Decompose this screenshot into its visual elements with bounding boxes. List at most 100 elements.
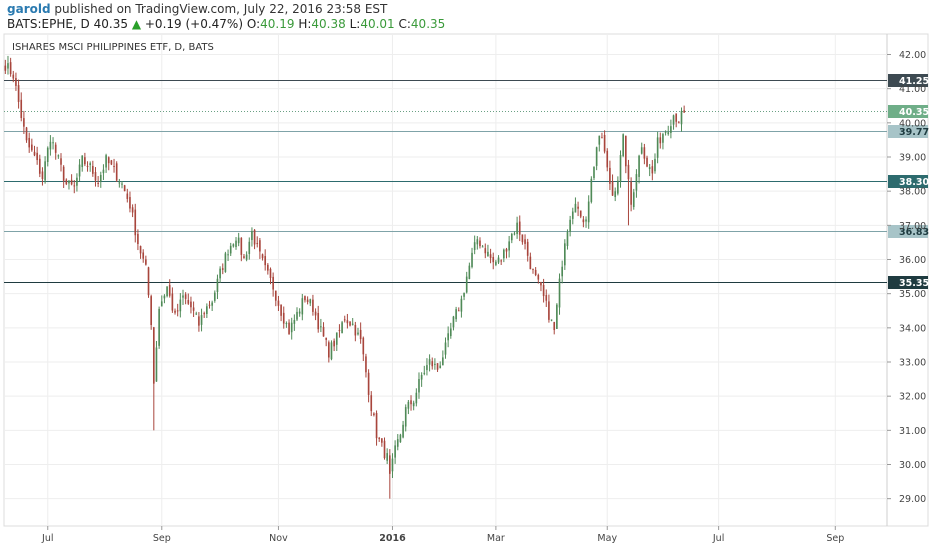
candle-body[interactable] xyxy=(659,137,662,144)
candle-body[interactable] xyxy=(184,294,187,299)
candle-body[interactable] xyxy=(171,293,174,311)
candle-body[interactable] xyxy=(107,157,110,164)
candle-body[interactable] xyxy=(614,191,617,198)
candle-body[interactable] xyxy=(365,356,367,373)
candle-body[interactable] xyxy=(81,155,84,168)
candle-body[interactable] xyxy=(489,254,492,259)
candle-body[interactable] xyxy=(648,167,651,170)
candle-body[interactable] xyxy=(232,244,235,247)
candle-body[interactable] xyxy=(386,453,388,461)
candle-body[interactable] xyxy=(190,301,192,308)
candle-body[interactable] xyxy=(349,321,351,326)
candle-body[interactable] xyxy=(381,438,383,443)
candle-body[interactable] xyxy=(606,150,609,168)
candle-body[interactable] xyxy=(370,395,373,412)
candle-body[interactable] xyxy=(269,268,272,279)
candle-body[interactable] xyxy=(593,166,595,178)
candle-body[interactable] xyxy=(550,319,553,321)
candle-body[interactable] xyxy=(566,232,569,247)
candle-body[interactable] xyxy=(259,240,261,252)
candle-body[interactable] xyxy=(667,132,670,135)
candle-body[interactable] xyxy=(484,248,487,254)
candle-body[interactable] xyxy=(513,233,516,235)
candle-body[interactable] xyxy=(28,137,31,148)
candle-body[interactable] xyxy=(662,134,664,143)
candle-body[interactable] xyxy=(4,65,7,71)
candle-body[interactable] xyxy=(272,276,274,290)
candle-body[interactable] xyxy=(187,299,190,304)
candle-body[interactable] xyxy=(216,278,219,292)
candle-body[interactable] xyxy=(338,329,341,331)
candle-body[interactable] xyxy=(598,135,601,145)
candle-body[interactable] xyxy=(31,144,33,151)
candle-body[interactable] xyxy=(351,323,354,325)
candle-body[interactable] xyxy=(574,203,577,213)
candle-body[interactable] xyxy=(463,292,465,297)
candle-body[interactable] xyxy=(224,253,227,272)
candle-body[interactable] xyxy=(251,231,253,241)
candle-body[interactable] xyxy=(243,256,245,258)
candle-body[interactable] xyxy=(426,365,428,371)
candle-body[interactable] xyxy=(632,192,635,207)
candle-body[interactable] xyxy=(274,290,277,301)
candle-body[interactable] xyxy=(163,295,166,299)
candle-body[interactable] xyxy=(105,155,107,168)
candle-body[interactable] xyxy=(168,284,171,296)
candle-body[interactable] xyxy=(447,333,449,341)
candle-body[interactable] xyxy=(115,163,118,181)
candle-body[interactable] xyxy=(245,254,248,260)
candle-body[interactable] xyxy=(155,347,158,382)
candle-body[interactable] xyxy=(139,246,142,254)
candle-body[interactable] xyxy=(62,166,65,181)
candle-body[interactable] xyxy=(516,222,518,235)
candle-body[interactable] xyxy=(137,233,139,245)
candle-body[interactable] xyxy=(17,85,20,102)
candle-body[interactable] xyxy=(290,322,293,333)
candle-body[interactable] xyxy=(545,295,548,301)
candle-body[interactable] xyxy=(624,135,627,167)
candle-body[interactable] xyxy=(73,185,76,187)
candle-body[interactable] xyxy=(330,342,333,360)
candle-body[interactable] xyxy=(92,165,94,174)
price-axis[interactable]: 29.00 30.00 31.00 32.00 33.00 34.00 35.00 36.00… xyxy=(887,50,926,505)
candle-body[interactable] xyxy=(203,313,206,315)
candle-body[interactable] xyxy=(436,363,439,370)
candle-body[interactable] xyxy=(428,359,431,365)
candle-body[interactable] xyxy=(452,316,455,328)
candle-body[interactable] xyxy=(553,322,556,331)
candle-body[interactable] xyxy=(41,171,44,180)
candle-body[interactable] xyxy=(46,147,49,162)
candle-body[interactable] xyxy=(585,219,587,222)
candle-body[interactable] xyxy=(670,126,672,134)
candle-body[interactable] xyxy=(367,372,370,395)
candle-body[interactable] xyxy=(394,445,396,458)
candle-body[interactable] xyxy=(134,209,137,236)
candle-body[interactable] xyxy=(99,174,102,182)
candle-body[interactable] xyxy=(473,242,476,250)
candle-body[interactable] xyxy=(293,319,296,324)
candle-body[interactable] xyxy=(86,165,89,167)
candle-body[interactable] xyxy=(253,229,256,245)
candle-body[interactable] xyxy=(651,166,654,174)
candle-body[interactable] xyxy=(503,249,505,259)
candle-body[interactable] xyxy=(208,304,211,306)
candle-body[interactable] xyxy=(94,172,97,181)
candle-body[interactable] xyxy=(325,337,327,340)
candle-body[interactable] xyxy=(402,424,404,438)
candle-body[interactable] xyxy=(388,455,391,474)
candle-body[interactable] xyxy=(558,278,561,308)
candle-body[interactable] xyxy=(240,237,243,255)
candle-body[interactable] xyxy=(465,276,468,293)
candle-body[interactable] xyxy=(404,407,407,427)
candle-body[interactable] xyxy=(219,268,221,279)
candle-body[interactable] xyxy=(412,402,415,407)
candle-body[interactable] xyxy=(166,286,168,297)
candle-body[interactable] xyxy=(420,374,423,380)
candle-body[interactable] xyxy=(131,207,134,213)
candle-body[interactable] xyxy=(672,115,675,125)
candle-body[interactable] xyxy=(683,110,685,113)
candle-body[interactable] xyxy=(195,313,198,315)
candle-body[interactable] xyxy=(646,157,648,167)
candle-body[interactable] xyxy=(587,201,590,223)
candle-body[interactable] xyxy=(497,257,500,263)
